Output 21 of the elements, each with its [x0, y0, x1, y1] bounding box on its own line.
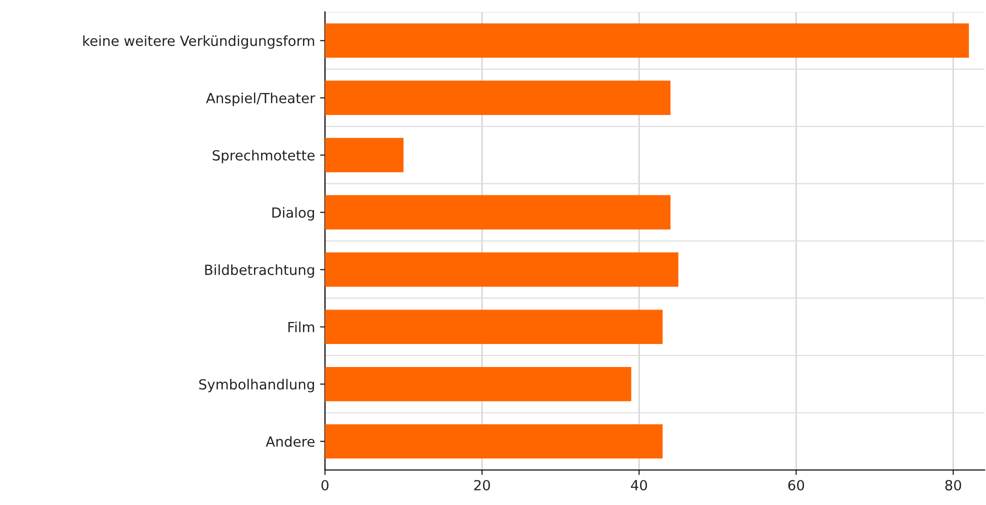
x-tick-label: 60	[788, 480, 804, 490]
bar	[324, 310, 663, 344]
y-tick-label: keine weitere Verkündigungsform	[83, 35, 314, 49]
y-tick-label: Bildbetrachtung	[205, 264, 314, 278]
bar	[324, 195, 671, 230]
y-tick-label: Anspiel/Theater	[206, 92, 316, 106]
bar	[324, 80, 671, 116]
bar	[324, 138, 404, 172]
bar	[324, 366, 632, 402]
bar	[324, 252, 678, 287]
y-tick-label: Film	[288, 322, 314, 332]
x-tick-label: 80	[945, 480, 962, 490]
x-tick-label: 40	[630, 480, 648, 490]
y-tick-label: Dialog	[272, 207, 314, 221]
y-tick-label: Sprechmotette	[212, 150, 315, 164]
bar	[324, 23, 969, 58]
x-tick-label: 0	[321, 480, 328, 490]
y-tick-label: Andere	[266, 436, 315, 447]
x-tick-label: 20	[474, 480, 490, 490]
bar	[324, 424, 663, 459]
y-tick-label: Symbolhandlung	[199, 378, 314, 392]
